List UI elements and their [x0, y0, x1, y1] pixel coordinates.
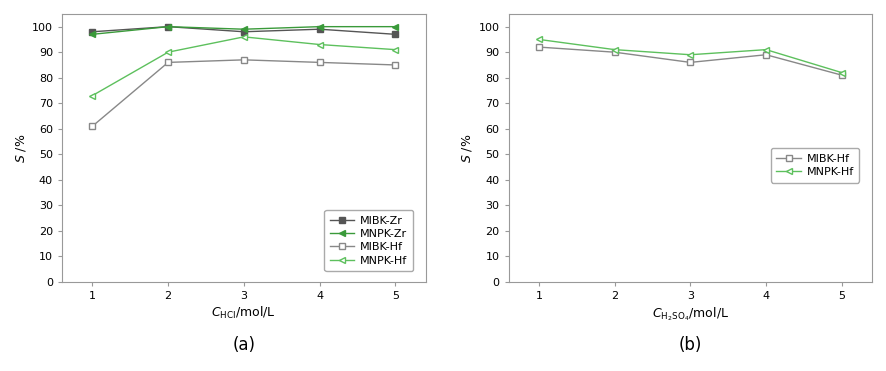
MNPK-Hf — [761, 47, 772, 52]
MNPK-Hf — [315, 42, 325, 47]
MIBK-Zr — [87, 30, 97, 34]
MIBK-Zr — [315, 27, 325, 32]
MIBK-Zr — [238, 30, 249, 34]
MNPK-Zr — [390, 24, 400, 29]
Legend: MIBK-Hf, MNPK-Hf: MIBK-Hf, MNPK-Hf — [771, 148, 859, 183]
MIBK-Hf — [610, 50, 620, 55]
Text: (a): (a) — [232, 336, 255, 354]
Line: MNPK-Zr: MNPK-Zr — [89, 23, 399, 38]
MIBK-Hf — [390, 63, 400, 67]
MNPK-Hf — [163, 50, 174, 55]
MIBK-Hf — [238, 58, 249, 62]
MIBK-Hf — [533, 45, 544, 49]
Line: MNPK-Hf: MNPK-Hf — [535, 36, 845, 76]
MNPK-Hf — [685, 53, 696, 57]
MNPK-Hf — [533, 37, 544, 42]
MIBK-Hf — [87, 124, 97, 128]
MNPK-Hf — [87, 93, 97, 98]
MIBK-Hf — [836, 73, 847, 78]
MIBK-Hf — [315, 60, 325, 65]
MNPK-Zr — [315, 24, 325, 29]
Line: MIBK-Hf: MIBK-Hf — [535, 44, 845, 79]
MNPK-Zr — [163, 24, 174, 29]
MNPK-Zr — [238, 27, 249, 32]
MNPK-Hf — [390, 47, 400, 52]
MIBK-Hf — [163, 60, 174, 65]
MIBK-Zr — [163, 24, 174, 29]
MNPK-Hf — [238, 35, 249, 39]
Line: MIBK-Zr: MIBK-Zr — [89, 23, 399, 38]
MIBK-Zr — [390, 32, 400, 36]
X-axis label: $C_{\mathrm{HCl}}$/mol/L: $C_{\mathrm{HCl}}$/mol/L — [212, 305, 276, 321]
MNPK-Hf — [836, 70, 847, 75]
X-axis label: $C_{\mathrm{H_{2}SO_{4}}}$/mol/L: $C_{\mathrm{H_{2}SO_{4}}}$/mol/L — [652, 305, 729, 323]
MIBK-Hf — [685, 60, 696, 65]
Y-axis label: $S$ /%: $S$ /% — [14, 133, 27, 162]
Line: MNPK-Hf: MNPK-Hf — [89, 33, 399, 99]
Line: MIBK-Hf: MIBK-Hf — [89, 56, 399, 130]
MNPK-Hf — [610, 47, 620, 52]
Y-axis label: $S$ /%: $S$ /% — [461, 133, 474, 162]
MIBK-Hf — [761, 53, 772, 57]
Legend: MIBK-Zr, MNPK-Zr, MIBK-Hf, MNPK-Hf: MIBK-Zr, MNPK-Zr, MIBK-Hf, MNPK-Hf — [324, 210, 413, 271]
Text: (b): (b) — [679, 336, 702, 354]
MNPK-Zr — [87, 32, 97, 36]
